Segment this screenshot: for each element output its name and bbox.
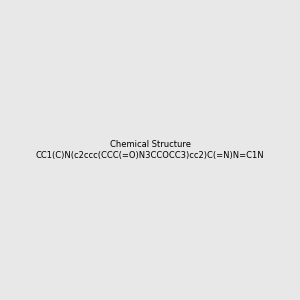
Text: Chemical Structure
CC1(C)N(c2ccc(CCC(=O)N3CCOCC3)cc2)C(=N)N=C1N: Chemical Structure CC1(C)N(c2ccc(CCC(=O)… [36,140,264,160]
